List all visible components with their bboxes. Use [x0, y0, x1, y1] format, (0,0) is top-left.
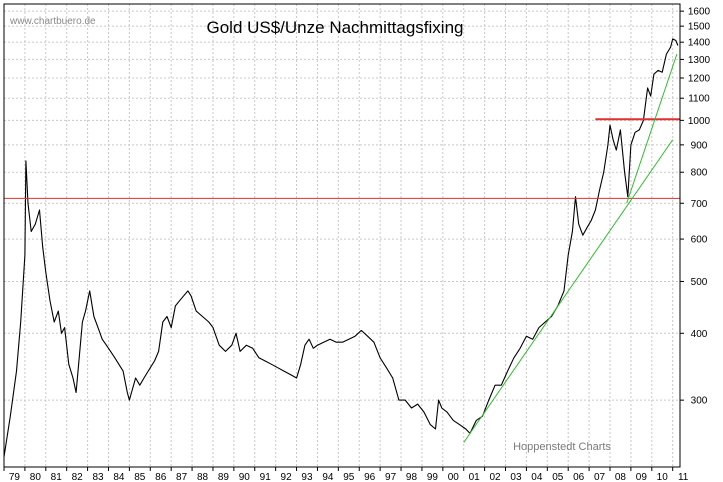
trend-line: [626, 53, 678, 204]
x-tick-label: 82: [72, 472, 84, 482]
grid-layer: [4, 4, 680, 467]
y-tick-label: 1600: [688, 7, 711, 18]
x-tick-label: 89: [218, 472, 230, 482]
x-tick-label: 92: [281, 472, 293, 482]
y-tick-label: 1400: [688, 38, 711, 49]
credit-label: Hoppenstedt Charts: [513, 441, 611, 453]
x-tick-label: 02: [490, 472, 502, 482]
plot-frame: [3, 3, 681, 468]
y-tick-label: 900: [691, 140, 708, 151]
y-tick-label: 1500: [688, 22, 711, 33]
x-tick-label: 03: [510, 472, 522, 482]
gold-price-line: [3, 38, 679, 457]
x-tick-label: 98: [406, 472, 418, 482]
x-tick-label: 09: [636, 472, 648, 482]
site-label: www.chartbuero.de: [9, 16, 96, 27]
x-tick-label: 04: [531, 472, 543, 482]
y-tick-label: 500: [691, 277, 708, 288]
y-tick-label: 400: [691, 329, 708, 340]
x-axis: 79 80 81 82 83 84 85 86 87 88 89 90 91 92 93 94 95 96 97 98…: [3, 467, 689, 482]
x-tick-label: 96: [364, 472, 376, 482]
x-tick-label: 81: [51, 472, 63, 482]
y-tick-label: 1200: [688, 74, 711, 85]
y-tick-label: 800: [691, 168, 708, 179]
y-tick-label: 300: [691, 396, 708, 407]
x-tick-label: 11: [678, 472, 689, 482]
x-tick-label: 86: [155, 472, 167, 482]
x-tick-label: 85: [134, 472, 146, 482]
x-tick-label: 08: [615, 472, 627, 482]
series-layer: [3, 38, 679, 457]
trend-line: [463, 139, 674, 443]
x-tick-label: 00: [448, 472, 460, 482]
x-tick-label: 80: [30, 472, 42, 482]
y-tick-label: 700: [691, 199, 708, 210]
x-tick-label: 83: [92, 472, 104, 482]
overlay-layer: [4, 53, 680, 443]
x-tick-label: 01: [469, 472, 481, 482]
x-tick-label: 06: [573, 472, 585, 482]
y-tick-label: 1000: [688, 116, 711, 127]
x-tick-label: 84: [113, 472, 125, 482]
x-tick-label: 07: [594, 472, 606, 482]
x-tick-label: 93: [301, 472, 313, 482]
x-tick-label: 97: [385, 472, 397, 482]
x-tick-label: 87: [176, 472, 188, 482]
x-tick-label: 90: [239, 472, 251, 482]
chart-title: Gold US$/Unze Nachmittagsfixing: [206, 18, 463, 37]
y-tick-label: 600: [691, 235, 708, 246]
x-tick-label: 91: [260, 472, 272, 482]
x-tick-label: 88: [197, 472, 209, 482]
x-tick-label: 05: [552, 472, 564, 482]
x-tick-label: 10: [657, 472, 669, 482]
x-tick-label: 94: [322, 472, 334, 482]
y-axis: 300 400 500 600 700 800 900 1000 1100 1200 1300 140…: [680, 7, 711, 407]
y-tick-label: 1300: [688, 55, 711, 66]
x-tick-label: 99: [427, 472, 439, 482]
y-tick-label: 1100: [688, 94, 710, 105]
x-tick-label: 79: [9, 472, 21, 482]
x-tick-label: 95: [343, 472, 355, 482]
